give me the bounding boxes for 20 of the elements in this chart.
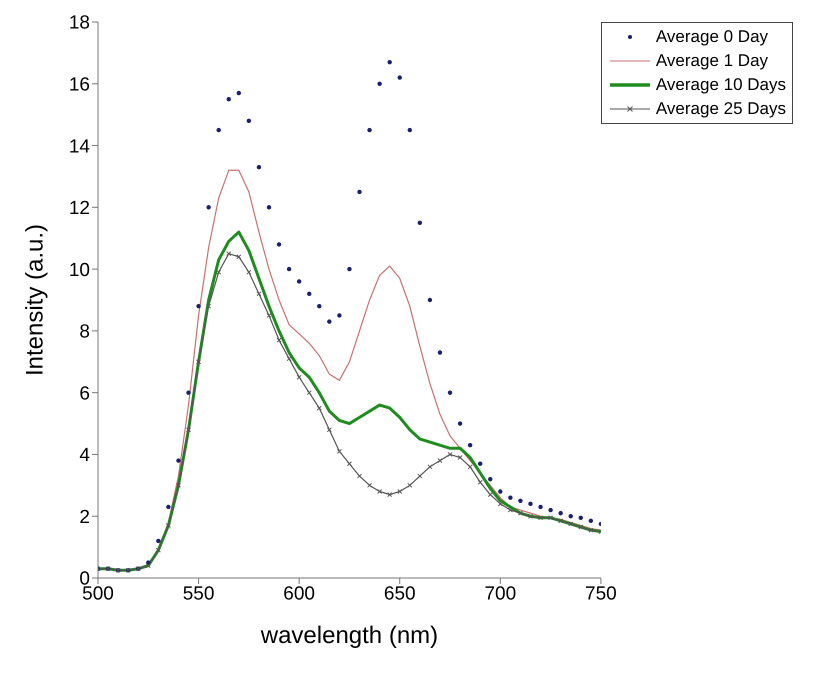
- y-tick-label: 10: [68, 260, 90, 281]
- y-tick-label: 16: [68, 74, 90, 96]
- y-axis-title: Intensity (a.u.): [22, 224, 49, 376]
- y-tick-label: 4: [79, 445, 90, 466]
- x-tick-label: 750: [585, 583, 617, 604]
- legend-label: Average 10 Days: [656, 75, 786, 95]
- y-tick-label: 8: [79, 322, 90, 343]
- x-tick-label: 550: [182, 583, 214, 604]
- y-tick-label: 18: [68, 12, 90, 34]
- x-tick-label: 650: [384, 583, 416, 604]
- legend-label: Average 25 Days: [656, 99, 786, 119]
- x-tick-label: 700: [484, 583, 516, 604]
- legend-label: Average 1 Day: [656, 51, 768, 71]
- y-tick-label: 12: [68, 198, 90, 220]
- y-tick-label: 14: [68, 136, 90, 158]
- y-tick-label: 2: [79, 506, 90, 528]
- x-tick-label: 600: [283, 583, 316, 604]
- x-axis-title: wavelength (nm): [260, 622, 438, 650]
- legend-label: Average 0 Day: [656, 27, 768, 47]
- y-tick-label: 6: [79, 383, 90, 404]
